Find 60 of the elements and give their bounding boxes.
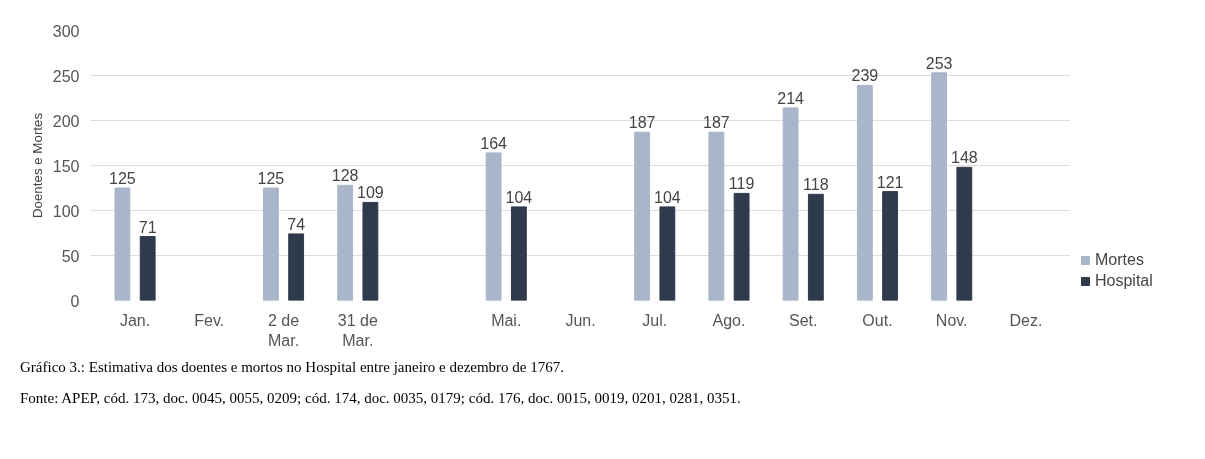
bar [510,206,527,301]
x-tick-label: 31 de Mar. [337,311,378,349]
bar [807,193,824,301]
y-tick-label: 50 [61,247,80,265]
bar [782,107,799,301]
x-tick-label: 2 de Mar. [267,311,300,349]
data-label: 128 [331,167,359,185]
data-label: 253 [925,54,953,72]
x-tick-label: Ago. [712,311,746,329]
data-label: 148 [950,149,978,167]
data-label: 119 [728,175,755,193]
bar [931,72,948,301]
x-tick-label: Jan. [119,311,151,329]
bar [288,233,305,301]
bar [856,84,873,301]
bar [733,192,750,301]
bar [362,201,379,301]
x-tick-label: Jul. [642,311,668,329]
x-tick-label: Jun. [565,311,596,329]
x-tick-label: Set. [789,311,818,329]
bar [659,206,676,301]
legend-label: Mortes [1095,251,1144,269]
bar [114,187,131,301]
x-tick-label: Dez. [1009,311,1043,329]
bar [139,236,156,301]
data-label: 71 [138,218,157,236]
data-label: 104 [505,188,533,206]
data-label: 164 [480,134,508,152]
bar [262,187,279,301]
data-label: 104 [654,188,681,206]
x-tick-label: Out. [862,311,893,329]
bar [485,152,502,301]
bar [708,131,725,301]
data-label: 125 [257,170,285,187]
data-label: 187 [703,114,730,132]
data-label: 74 [287,215,306,233]
legend-label: Hospital [1095,272,1153,290]
y-tick-label: 100 [52,202,80,220]
y-tick-label: 150 [52,157,80,175]
bar [956,166,973,301]
data-label: 187 [628,114,656,132]
text: Gráfico 3.: Estimativa dos doentes e mortos no Hospital entre janeiro e dezembro de 1767. [20,358,565,377]
data-label: 239 [851,67,879,85]
bar [337,184,354,301]
data-label: 214 [777,89,805,107]
x-tick-label: Nov. [935,311,968,329]
x-tick-label: Fev. [194,311,225,329]
y-tick-label: 200 [52,112,80,130]
data-label: 121 [876,173,904,191]
y-tick-label: 250 [52,67,80,85]
data-label: 125 [109,170,136,187]
x-tick-label: Mai. [491,311,522,329]
y-tick-label: 0 [70,292,80,310]
bar [882,191,899,301]
y-tick-label: 300 [52,22,80,40]
source-note: Fonte: APEP, cód. 173, doc. 0045, 0055, 0209; cód. 174, doc. 0035, 0179; cód. 176, doc. 0015, 0019, 0201, 0281, 0351. [20,388,741,408]
y-axis-title: Doentes e Mortes [29,112,45,219]
bar [634,131,651,301]
data-label: 109 [357,184,384,202]
data-label: 118 [803,176,829,194]
